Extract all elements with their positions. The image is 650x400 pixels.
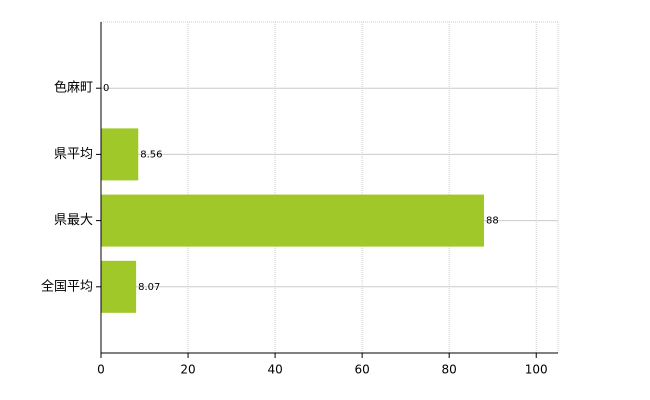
x-tick-label: 80 [442,363,457,377]
bar [101,128,139,181]
y-tick-label: 全国平均 [41,278,93,294]
x-tick-label: 100 [525,363,548,377]
x-tick-label: 40 [267,363,282,377]
bar [101,194,485,247]
value-label: 0 [103,83,109,94]
y-tick-label: 色麻町 [54,80,93,96]
bar [101,260,137,313]
y-tick-label: 県平均 [54,147,93,162]
x-tick-label: 20 [180,363,195,377]
x-tick-label: 0 [97,363,105,377]
value-label: 8.56 [140,149,162,160]
value-label: 88 [486,216,499,227]
y-tick-label: 県最大 [54,213,93,228]
x-tick-label: 60 [355,363,370,377]
value-label: 8.07 [138,282,160,293]
